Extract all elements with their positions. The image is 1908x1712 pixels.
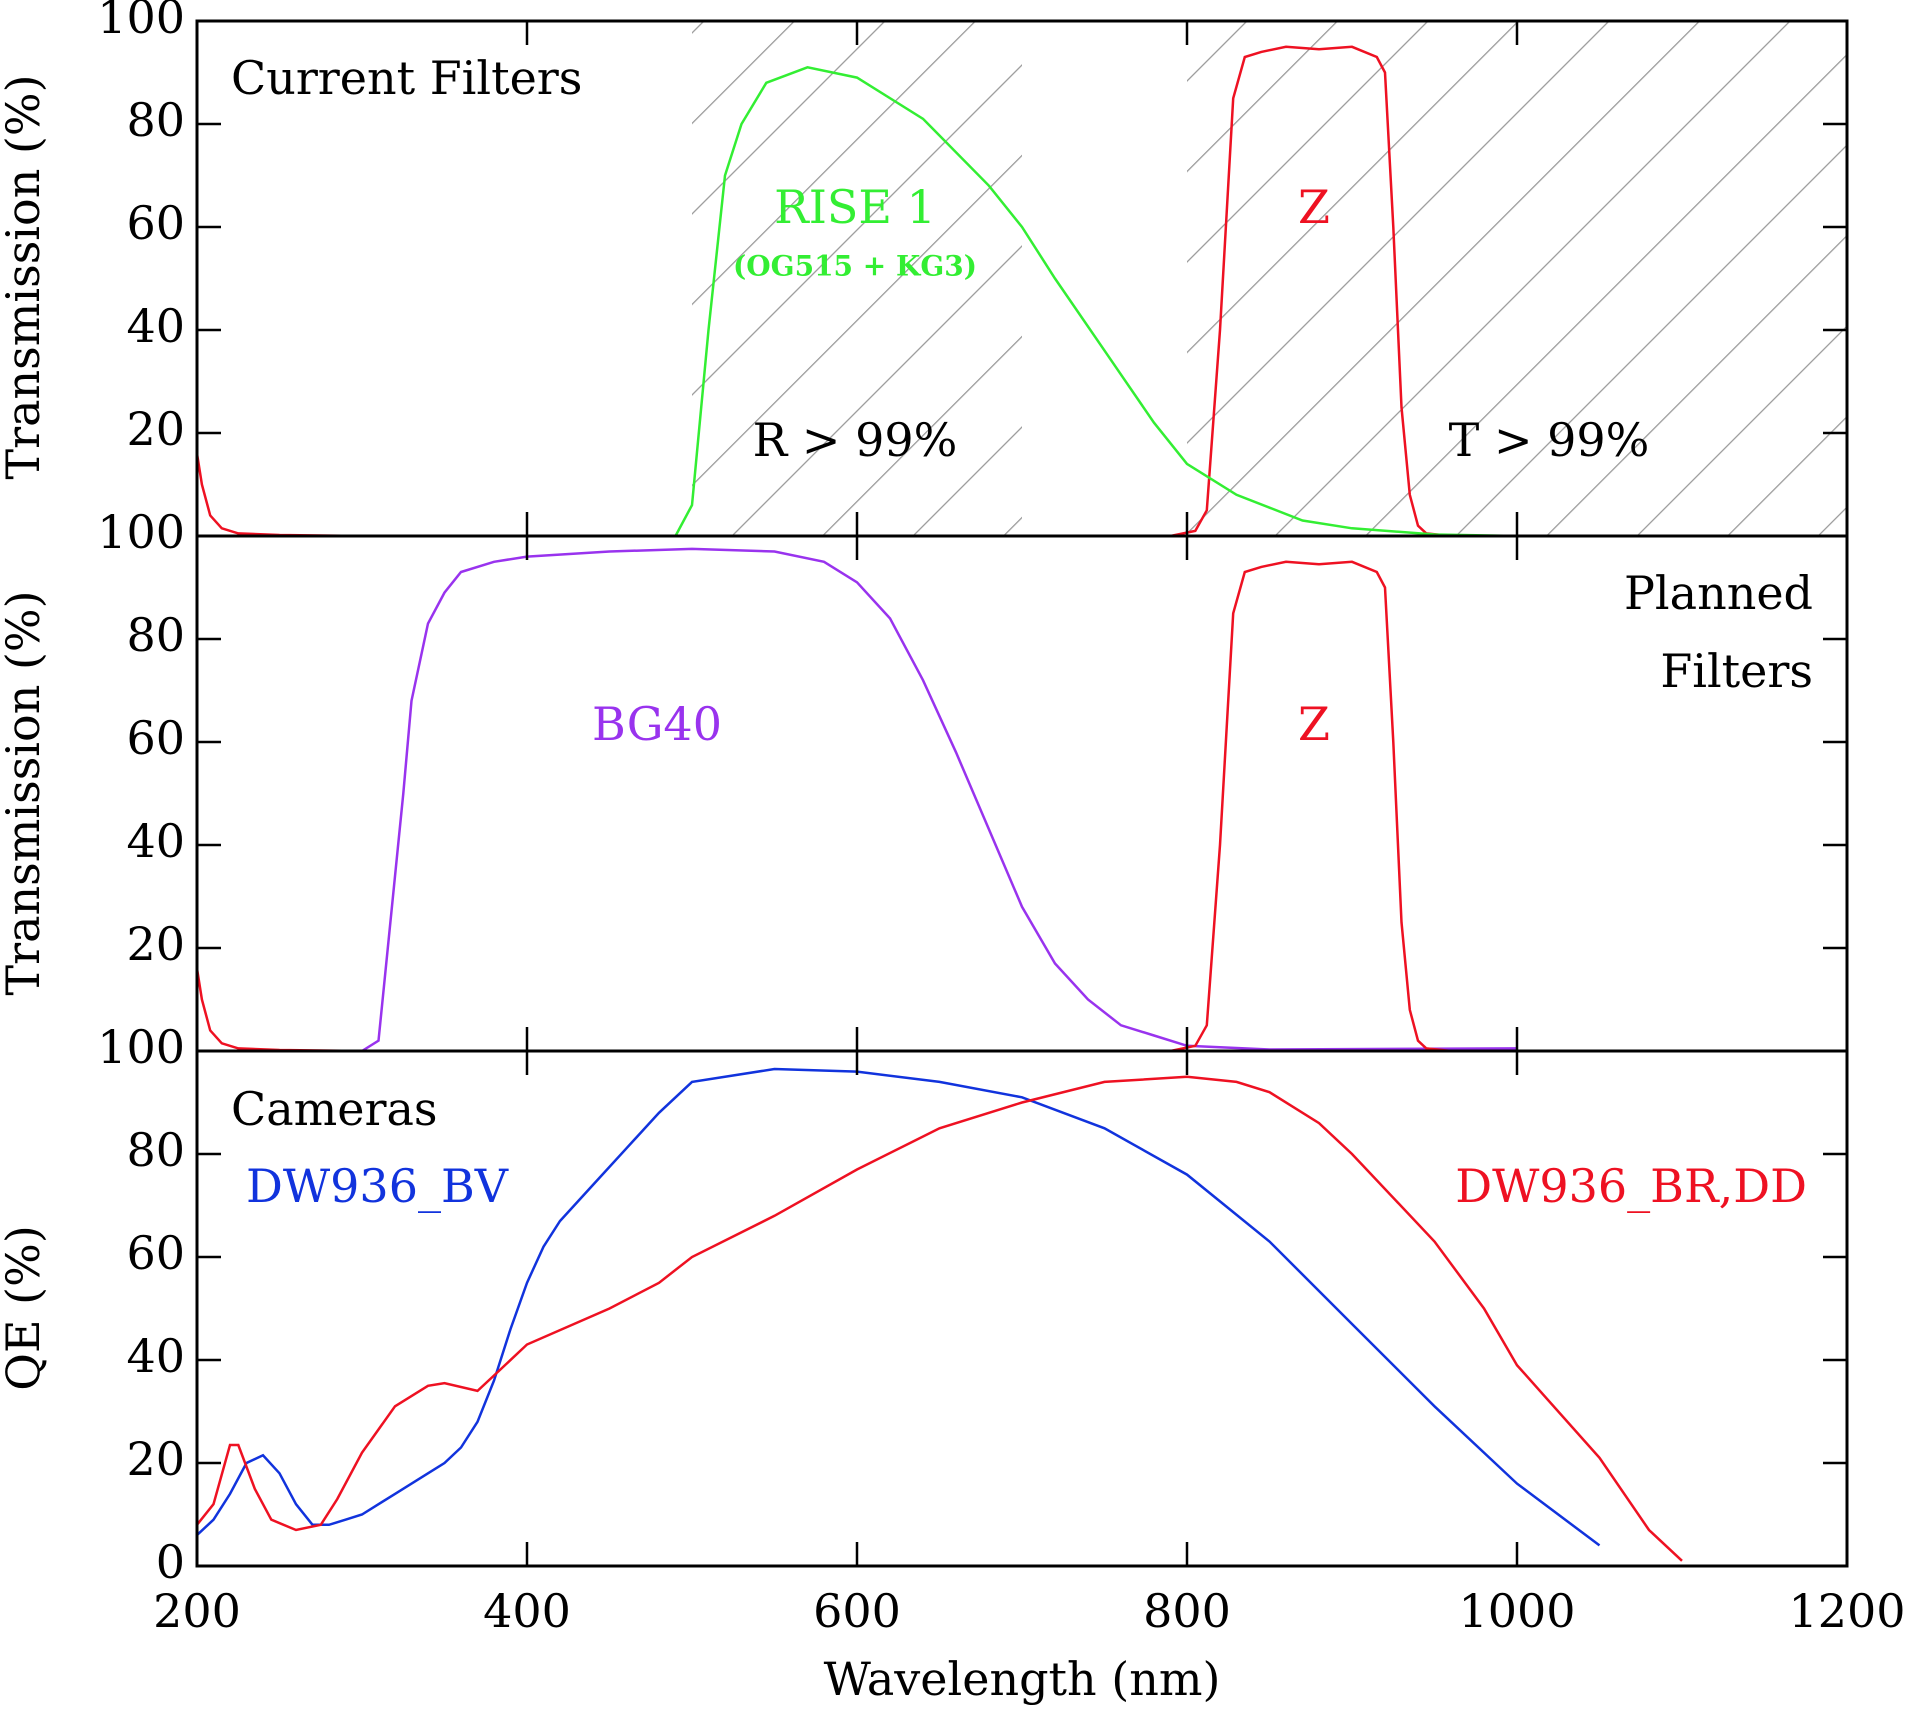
series-line — [195, 560, 1517, 1053]
series-line — [197, 45, 1452, 536]
x-tick-label: 1000 — [1458, 1584, 1575, 1638]
y-tick-label: 40 — [126, 814, 185, 868]
region-label: T > 99% — [1449, 413, 1650, 467]
annotation: (OG515 + KG3) — [733, 250, 977, 283]
annotation: Filters — [1660, 644, 1813, 698]
y-tick-label: 80 — [126, 1123, 185, 1177]
y-axis-label: Transmission (%) — [0, 74, 50, 479]
x-axis-label: Wavelength (nm) — [824, 1652, 1221, 1706]
plot-frame — [195, 1049, 1849, 1568]
y-tick-label: 60 — [126, 1226, 185, 1280]
annotation: Cameras — [231, 1082, 437, 1136]
y-tick-label: 100 — [97, 505, 185, 559]
x-tick-label: 600 — [813, 1584, 901, 1638]
y-tick-label: 100 — [97, 0, 185, 44]
y-tick-label: 0 — [156, 1535, 185, 1589]
series-label: RISE 1 — [774, 180, 936, 234]
series-line — [196, 1075, 1683, 1562]
hatched-region — [692, 21, 1022, 536]
series-label: Z — [1298, 180, 1330, 234]
y-tick-label: 20 — [126, 402, 185, 456]
y-tick-label: 60 — [126, 711, 185, 765]
y-tick-label: 100 — [97, 1020, 185, 1074]
y-tick-label: 80 — [126, 608, 185, 662]
y-axis-label: Transmission (%) — [0, 590, 50, 995]
annotation: Planned — [1624, 566, 1813, 620]
y-tick-label: 20 — [126, 1432, 185, 1486]
series-line — [196, 1067, 1601, 1547]
hatched-region — [1187, 21, 1847, 536]
region-label: R > 99% — [753, 413, 958, 467]
series-line — [361, 547, 1518, 1053]
y-tick-label: 20 — [126, 917, 185, 971]
x-tick-label: 800 — [1143, 1584, 1231, 1638]
series-label: DW936_BV — [246, 1159, 509, 1213]
series-label: DW936_BR,DD — [1455, 1159, 1807, 1213]
x-tick-label: 400 — [483, 1584, 571, 1638]
regions — [692, 21, 1847, 536]
x-tick-label: 200 — [153, 1584, 241, 1638]
plot-frame — [195, 534, 1849, 1053]
y-tick-label: 80 — [126, 93, 185, 147]
lines — [195, 45, 1683, 1562]
series-label: Z — [1298, 697, 1330, 751]
series-label: BG40 — [592, 697, 722, 751]
y-axis-label: QE (%) — [0, 1225, 50, 1391]
series-line — [674, 66, 1518, 536]
y-tick-label: 40 — [126, 1329, 185, 1383]
y-tick-label: 40 — [126, 299, 185, 353]
annotation: Current Filters — [231, 51, 582, 105]
x-tick-label: 1200 — [1788, 1584, 1905, 1638]
y-tick-label: 60 — [126, 196, 185, 250]
